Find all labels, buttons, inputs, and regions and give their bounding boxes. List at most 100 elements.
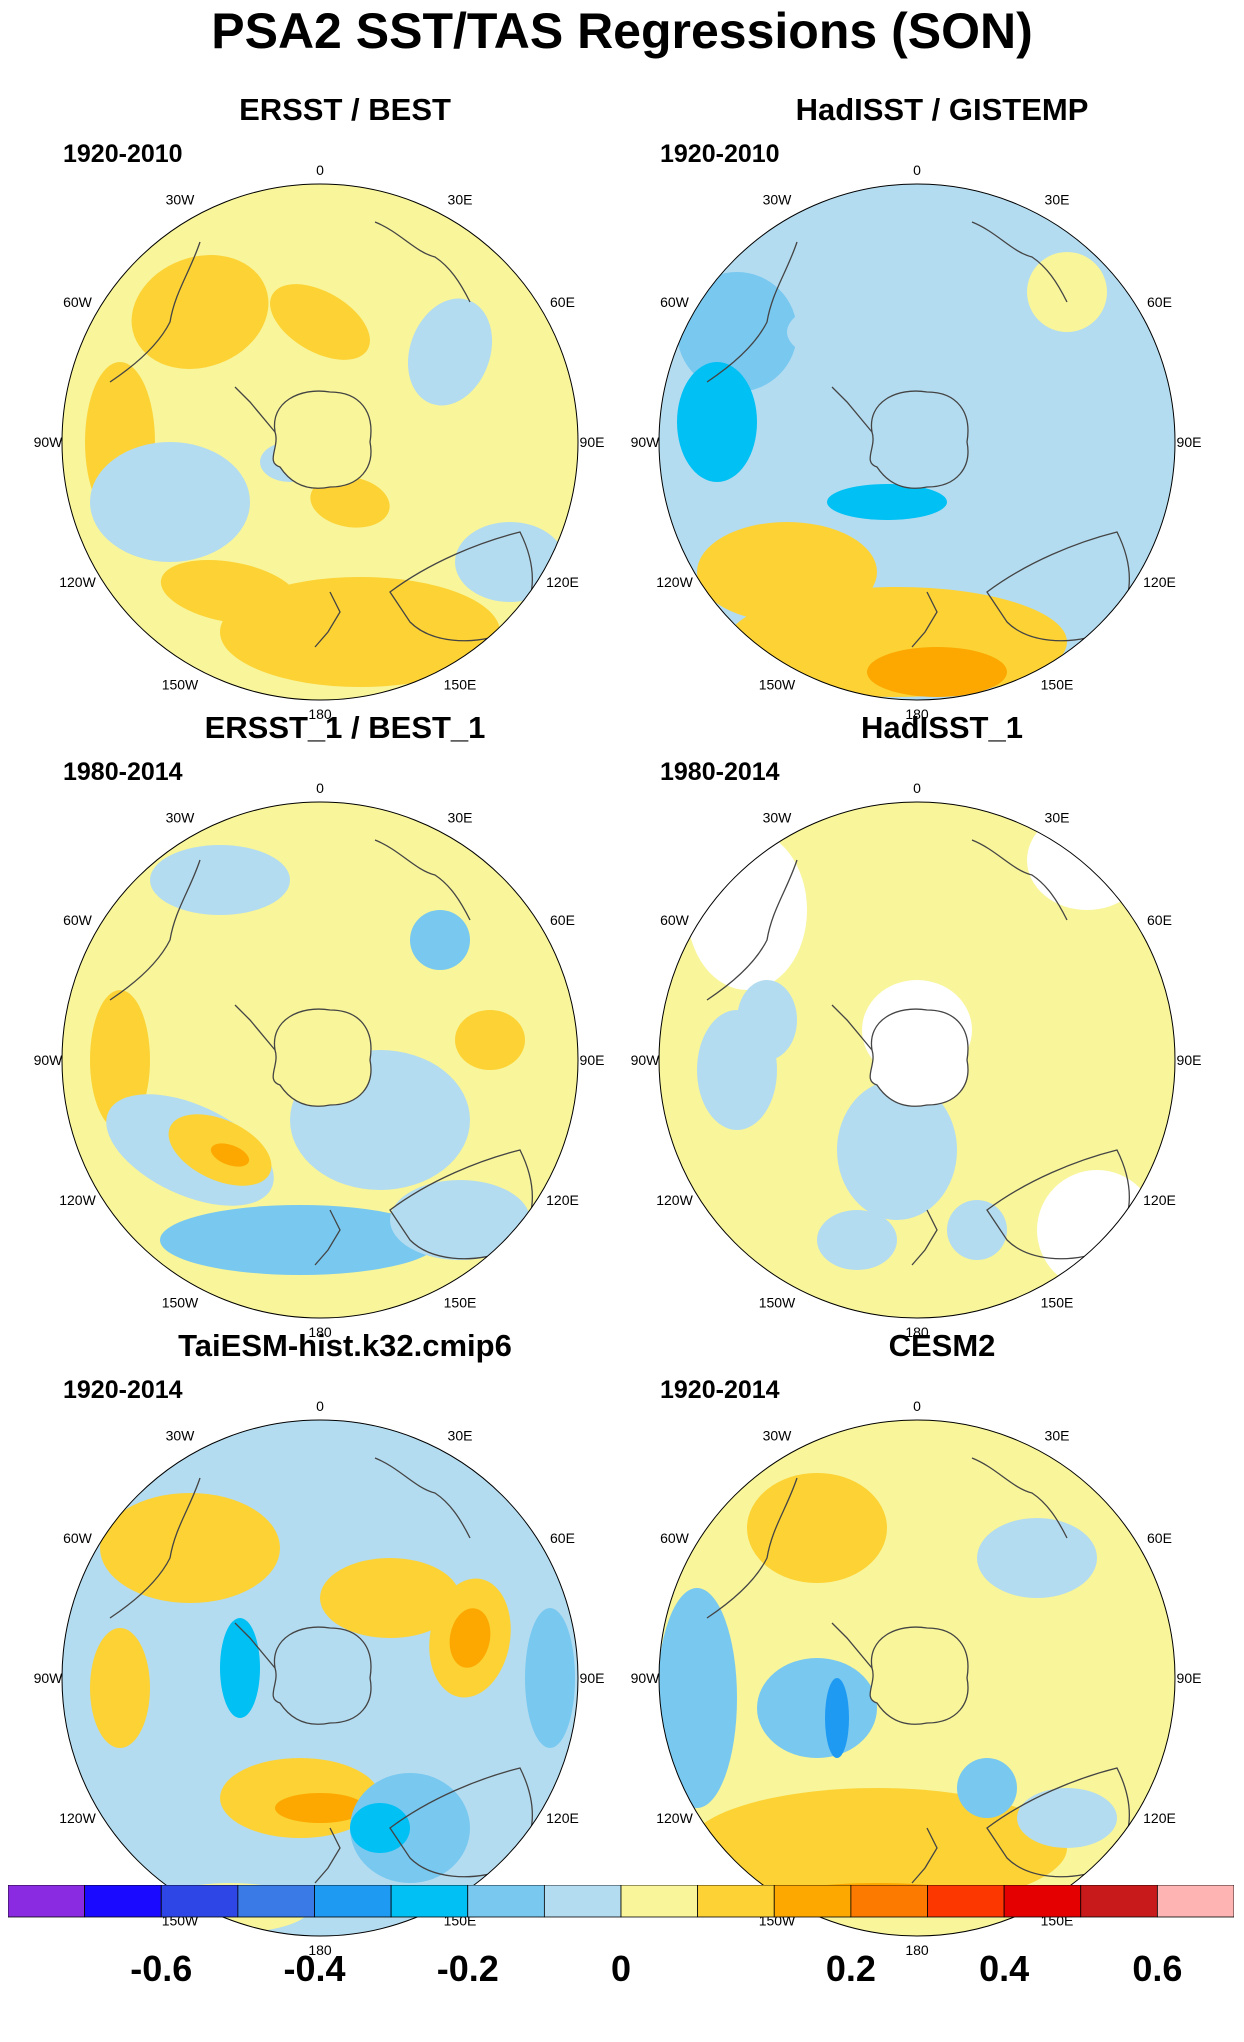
field-contour [150,845,290,915]
coastline [706,1477,798,1619]
figure-title: PSA2 SST/TAS Regressions (SON) [211,3,1033,59]
field-contour [350,1803,410,1853]
field-contour [410,910,470,970]
australia-coastline [389,1767,533,1878]
colorbar-tick-label: -0.4 [283,1948,346,1989]
field-contour [407,298,493,406]
map-panel: CESM2 1920-2014 0 30E 60E 90E 120E 150E 180 150… [631,1328,1232,1958]
antarctica-coastline [272,1626,372,1725]
colorbar-tick-label: 0.4 [979,1948,1030,1989]
longitude-label: 150E [1041,676,1074,692]
field-contour [817,1210,897,1270]
colorbar-swatch [390,1885,469,1918]
colorbar-swatch [543,1885,622,1918]
longitude-label: 150E [444,676,477,692]
field-contour [687,1788,1067,1908]
polar-map: 0 30E 60E 90E 120E 150E 180 150W 120W 90W 60W 30W [34,162,605,722]
longitude-label: 60E [1147,912,1172,928]
coastline [234,386,276,433]
field-contour [275,1793,365,1823]
australia-coastline [986,531,1130,642]
longitude-label: 120E [546,574,579,590]
longitude-label: 180 [308,1942,332,1958]
australia-coastline [389,531,533,642]
longitude-label: 60W [660,912,690,928]
longitude-label: 30E [1045,192,1070,208]
longitude-label: 0 [316,162,324,178]
coastline [109,1477,201,1619]
longitude-label: 90E [1177,1052,1202,1068]
colorbar-swatch [84,1885,162,1918]
coastline [911,1827,938,1884]
field-contour [957,1758,1017,1818]
antarctica-coastline [272,390,372,489]
map-panel: ERSST_1 / BEST_1 1980-2014 0 30E 60E 90E 120… [34,710,635,1340]
field-contour [1037,392,1157,572]
colorbar-tick-label: 0.2 [825,1948,876,1989]
coastline [234,1004,276,1051]
longitude-label: 120W [59,1810,96,1826]
polar-map: 0 30E 60E 90E 120E 150E 180 150W 120W 90W 60W 30W [34,780,605,1340]
longitude-label: 90W [631,1052,661,1068]
longitude-label: 120W [59,574,96,590]
map-panel: HadISST / GISTEMP 1920-2010 0 30E 60E 90E 12… [631,92,1232,722]
longitude-label: 90W [34,1052,64,1068]
field-contour [1037,1170,1157,1290]
field-contour [977,1518,1097,1598]
colorbar-swatch [1003,1885,1082,1918]
colorbar-swatch [927,1885,1005,1918]
longitude-label: 30E [448,1428,473,1444]
coastline [314,1827,341,1884]
longitude-label: 60W [63,912,93,928]
longitude-label: 30W [166,192,196,208]
polar-map: 0 30E 60E 90E 120E 150E 180 150W 120W 90W 60W 30W [631,162,1202,722]
longitude-label: 90E [580,1670,605,1686]
australia-coastline [389,1149,533,1260]
map-panel: HadISST_1 1980-2014 0 30E 60E 90E 120E 150E 18… [631,710,1232,1340]
colorbar-swatch [8,1885,86,1918]
coastline [971,839,1068,921]
field-contour [677,362,757,482]
field-contour [455,1010,525,1070]
map-border [61,801,579,1319]
map-border [61,1419,579,1937]
longitude-label: 30W [763,810,793,826]
australia-coastline [986,1767,1130,1878]
field-contour [90,1628,150,1748]
colorbar-swatch [237,1885,315,1918]
coastline [374,221,471,303]
colorbar-swatch [620,1885,699,1918]
panel-period: 1980-2014 [63,758,183,786]
longitude-label: 30W [166,810,196,826]
map-border [658,1419,1176,1937]
coastline [911,1209,938,1266]
longitude-label: 30W [166,1428,196,1444]
coastline [971,1457,1068,1539]
longitude-label: 30E [1045,1428,1070,1444]
longitude-label: 60W [63,294,93,310]
longitude-label: 60W [63,1530,93,1546]
longitude-label: 90E [1177,434,1202,450]
antarctica-coastline [272,1008,372,1107]
longitude-label: 0 [913,780,921,796]
coastline [911,591,938,648]
coastline [314,591,341,648]
coastline [831,1622,873,1669]
colorbar-swatch [467,1885,545,1918]
longitude-label: 0 [316,1398,324,1414]
longitude-label: 150E [444,1294,477,1310]
field-contour [737,980,797,1060]
field-contour [320,1558,460,1638]
longitude-label: 150W [759,676,796,692]
longitude-label: 150E [1041,1294,1074,1310]
longitude-label: 0 [316,780,324,796]
panel-title: ERSST_1 / BEST_1 [204,710,486,745]
longitude-label: 180 [905,706,929,722]
longitude-label: 60W [660,1530,690,1546]
longitude-label: 90E [1177,1670,1202,1686]
longitude-label: 120W [656,1810,693,1826]
longitude-label: 120E [546,1810,579,1826]
longitude-label: 150W [162,676,199,692]
colorbar-swatch [850,1885,928,1918]
panel-title: ERSST / BEST [239,92,451,127]
